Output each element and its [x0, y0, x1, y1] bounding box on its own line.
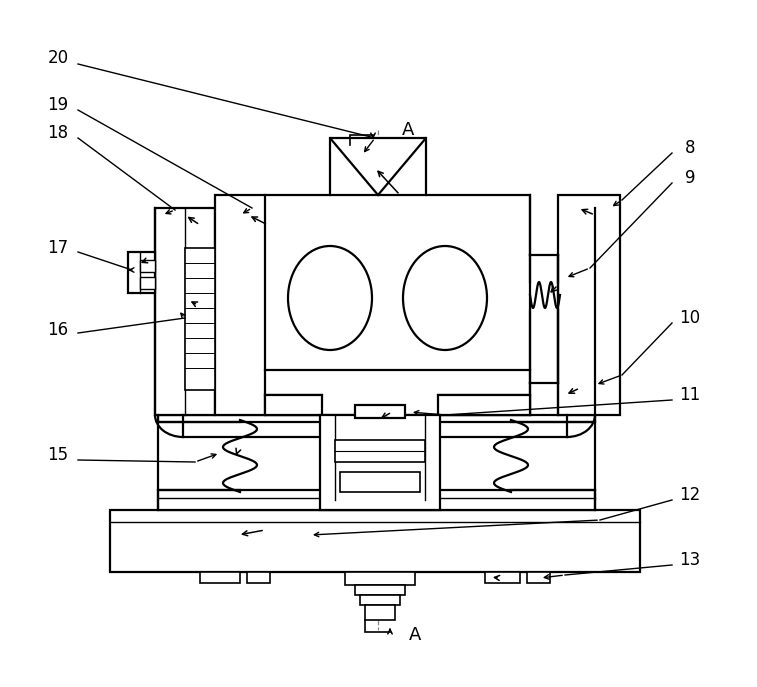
Text: 18: 18 — [48, 124, 69, 142]
Text: 16: 16 — [48, 321, 69, 339]
Text: 12: 12 — [679, 486, 701, 504]
Text: 13: 13 — [679, 551, 701, 569]
Polygon shape — [365, 605, 395, 620]
Polygon shape — [438, 395, 530, 415]
Polygon shape — [335, 440, 425, 462]
Polygon shape — [558, 195, 620, 415]
Text: 17: 17 — [48, 239, 69, 257]
Text: 19: 19 — [48, 96, 69, 114]
Text: A: A — [402, 121, 414, 139]
Polygon shape — [155, 208, 215, 415]
Polygon shape — [200, 572, 240, 583]
Polygon shape — [140, 277, 155, 289]
Polygon shape — [485, 572, 520, 583]
Polygon shape — [158, 490, 595, 510]
Polygon shape — [215, 195, 530, 415]
Polygon shape — [128, 252, 155, 293]
Polygon shape — [360, 595, 400, 605]
Polygon shape — [158, 415, 595, 422]
Polygon shape — [345, 572, 415, 585]
Polygon shape — [185, 248, 215, 390]
Text: 10: 10 — [680, 309, 700, 327]
Polygon shape — [320, 415, 440, 510]
Polygon shape — [247, 572, 270, 583]
Polygon shape — [355, 405, 405, 418]
Polygon shape — [265, 395, 322, 415]
Polygon shape — [110, 510, 640, 572]
Ellipse shape — [403, 246, 487, 350]
Polygon shape — [140, 260, 155, 272]
Text: 8: 8 — [685, 139, 695, 157]
Polygon shape — [340, 472, 420, 492]
Text: 9: 9 — [685, 169, 695, 187]
Text: A: A — [409, 626, 421, 644]
Polygon shape — [355, 585, 405, 595]
Text: 20: 20 — [48, 49, 69, 67]
Polygon shape — [527, 572, 550, 583]
Text: 11: 11 — [679, 386, 701, 404]
Text: 15: 15 — [48, 446, 69, 464]
Polygon shape — [330, 138, 426, 195]
Ellipse shape — [288, 246, 372, 350]
